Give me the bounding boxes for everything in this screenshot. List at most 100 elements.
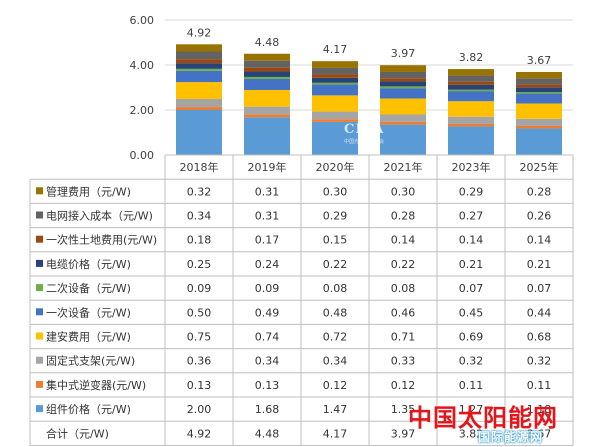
table-cell-value: 0.27 (459, 210, 484, 223)
bar-segment (516, 125, 562, 129)
table-cell-value: 0.32 (187, 185, 212, 198)
legend-swatch (36, 332, 43, 340)
site-watermark: 中国太阳能网 (408, 404, 558, 432)
bar-segment (380, 114, 426, 122)
bar-segment (312, 84, 358, 96)
bars (176, 44, 562, 155)
total-value-label: 4.17 (323, 43, 348, 56)
legend-swatch (36, 308, 43, 316)
table-cell-value: 0.14 (391, 234, 416, 247)
bar-segment (448, 75, 494, 82)
table-cell-value: 0.29 (459, 185, 484, 198)
table-cell-value: 0.46 (391, 306, 416, 319)
table-cell-value: 0.22 (323, 258, 348, 271)
total-value-label: 3.82 (459, 51, 484, 64)
table-cell-value: 0.08 (391, 282, 416, 295)
table-cell-value: 0.18 (187, 234, 212, 247)
table-cell-value: 0.69 (459, 331, 484, 344)
table-cell-value: 0.34 (187, 210, 212, 223)
total-row-value: 4.92 (187, 427, 212, 440)
table-cell-value: 0.15 (323, 234, 348, 247)
legend-swatch (36, 380, 43, 388)
legend-entry-label: 管理费用（元/W) (46, 184, 131, 198)
bar-segment (380, 88, 426, 99)
bar-segment (448, 91, 494, 102)
y-tick-label: 0.00 (130, 149, 155, 162)
table-cell-value: 0.30 (323, 185, 348, 198)
bar-segment (448, 84, 494, 90)
bar-segment (244, 106, 290, 115)
legend-entry-label: 二次设备（元/W) (46, 281, 131, 295)
bar-segment (312, 111, 358, 120)
bar-segment (176, 59, 222, 64)
bar-segment (312, 95, 358, 112)
table-cell-value: 1.47 (323, 403, 348, 416)
table-cell-value: 0.07 (527, 282, 552, 295)
table-cell-value: 0.13 (187, 379, 212, 392)
legend-entry-label: 组件价格（元/W) (46, 402, 131, 416)
gridlines (165, 19, 573, 111)
bar-segment (176, 68, 222, 71)
bar-segment (516, 103, 562, 119)
bar-segment (312, 74, 358, 78)
table-cell-value: 0.33 (391, 355, 416, 368)
table-cell-value: 0.21 (527, 258, 552, 271)
table-cell-value: 0.21 (459, 258, 484, 271)
site-watermark-subtitle: 国际能源网 (478, 430, 544, 444)
bar-segment (380, 121, 426, 125)
x-tick-label: 2025年 (520, 160, 559, 174)
table-cell-value: 0.08 (323, 282, 348, 295)
table-cell-value: 0.17 (255, 234, 280, 247)
legend-entry-label: 一次设备（元/W) (46, 305, 131, 319)
y-tick-label: 4.00 (130, 59, 155, 72)
legend-entry-label: 集中式逆变器(元/W) (46, 378, 146, 392)
table-cell-value: 0.13 (255, 379, 280, 392)
legend-swatch (36, 235, 43, 243)
bar-segment (516, 128, 562, 155)
total-row-value: 4.17 (323, 427, 348, 440)
y-axis-ticks: 0.00 2.00 4.00 6.00 (130, 14, 155, 162)
x-tick-label: 2019年 (248, 160, 287, 174)
x-tick-label: 2020年 (316, 160, 355, 174)
table-cell-value: 0.11 (459, 379, 484, 392)
table-cell-value: 0.29 (323, 210, 348, 223)
bar-segment (176, 70, 222, 83)
table-cell-value: 0.22 (391, 258, 416, 271)
bar-segment (380, 78, 426, 82)
bar-segment (448, 101, 494, 117)
bar-segment (448, 69, 494, 76)
legend-swatch (36, 356, 43, 364)
legend-swatch (36, 187, 43, 195)
table-cell-value: 0.09 (187, 282, 212, 295)
table-cell-value: 0.50 (187, 306, 212, 319)
total-row-value: 3.82 (459, 427, 484, 440)
table-cell-value: 0.32 (527, 355, 552, 368)
table-cell-value: 0.28 (527, 185, 552, 198)
bar-segment (380, 71, 426, 79)
total-row-value: 3.97 (391, 427, 416, 440)
total-row-value: 3.67 (527, 427, 552, 440)
bar-segment (244, 117, 290, 155)
bar-segment (516, 78, 562, 85)
bar-segment (244, 114, 290, 118)
bar-segment (448, 116, 494, 124)
table-cell-value: 0.45 (459, 306, 484, 319)
table-cell-value: 0.14 (459, 234, 484, 247)
bar-segment (448, 81, 494, 85)
bar-segment (380, 86, 426, 89)
bar-segment (516, 87, 562, 92)
legend-entry-label: 固定式支架(元/W) (46, 354, 135, 368)
bar-segment (176, 110, 222, 155)
table-cell-value: 0.11 (527, 379, 552, 392)
total-row-value: 4.48 (255, 427, 280, 440)
bar-segment (312, 67, 358, 75)
bar-segment (244, 60, 290, 68)
table-cell-value: 0.12 (323, 379, 348, 392)
cpia-watermark: CPIA (344, 122, 385, 137)
table-cell-value: 1.27 (459, 403, 484, 416)
bar-segment (244, 78, 290, 90)
bar-segment (176, 107, 222, 110)
bar-segment (516, 84, 562, 88)
table-cell-value: 0.31 (255, 210, 280, 223)
